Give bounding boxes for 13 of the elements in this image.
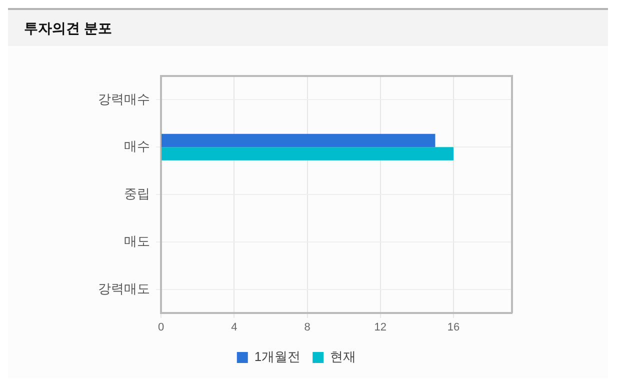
y-tick-label: 매수	[124, 138, 150, 154]
chart-title: 투자의견 분포	[8, 8, 608, 46]
y-tick-label: 강력매도	[98, 280, 150, 296]
x-tick-label: 12	[374, 322, 386, 334]
x-tick-label: 0	[158, 322, 164, 334]
legend-label: 1개월전	[254, 349, 301, 364]
x-tick-label: 4	[231, 322, 238, 334]
legend-label: 현재	[330, 349, 356, 364]
y-tick-label: 중립	[124, 186, 150, 202]
x-tick-label: 16	[447, 322, 460, 334]
x-tick-label: 8	[304, 322, 310, 334]
y-tick-label: 매도	[124, 233, 150, 248]
y-tick-label: 강력매수	[98, 91, 150, 106]
